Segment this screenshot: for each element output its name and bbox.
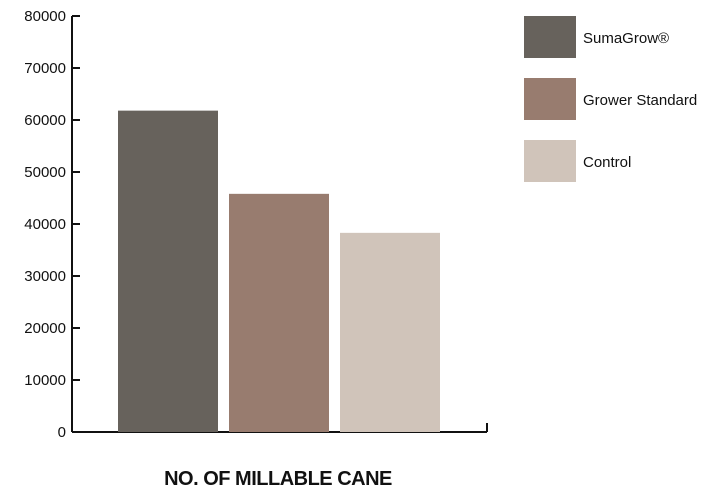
y-axis-ticks: 0 10000 20000 30000 40000 50000 60000 70000 8000… — [24, 8, 80, 441]
y-tick-label: 30000 — [24, 268, 66, 285]
bar-1 — [118, 110, 218, 432]
bar-3 — [340, 232, 440, 432]
y-tick-label: 50000 — [24, 164, 66, 181]
y-tick-label: 70000 — [24, 60, 66, 77]
y-tick-label: 40000 — [24, 216, 66, 233]
y-tick-label: 0 — [58, 424, 66, 441]
x-axis-label: NO. OF MILLABLE CANE — [164, 468, 392, 485]
legend-swatch-2 — [524, 78, 576, 120]
legend-swatch-3 — [524, 140, 576, 182]
y-tick-label: 60000 — [24, 112, 66, 129]
legend-label-2: Grower Standard — [583, 92, 697, 109]
bars — [118, 110, 440, 432]
legend-swatch-1 — [524, 16, 576, 58]
y-tick-label: 20000 — [24, 320, 66, 337]
legend-label-1: SumaGrow® — [583, 30, 669, 47]
legend: SumaGrow® Grower Standard Control — [524, 16, 697, 182]
legend-label-3: Control — [583, 154, 631, 171]
bar-2 — [229, 193, 329, 432]
y-tick-label: 10000 — [24, 372, 66, 389]
y-tick-label: 80000 — [24, 8, 66, 25]
